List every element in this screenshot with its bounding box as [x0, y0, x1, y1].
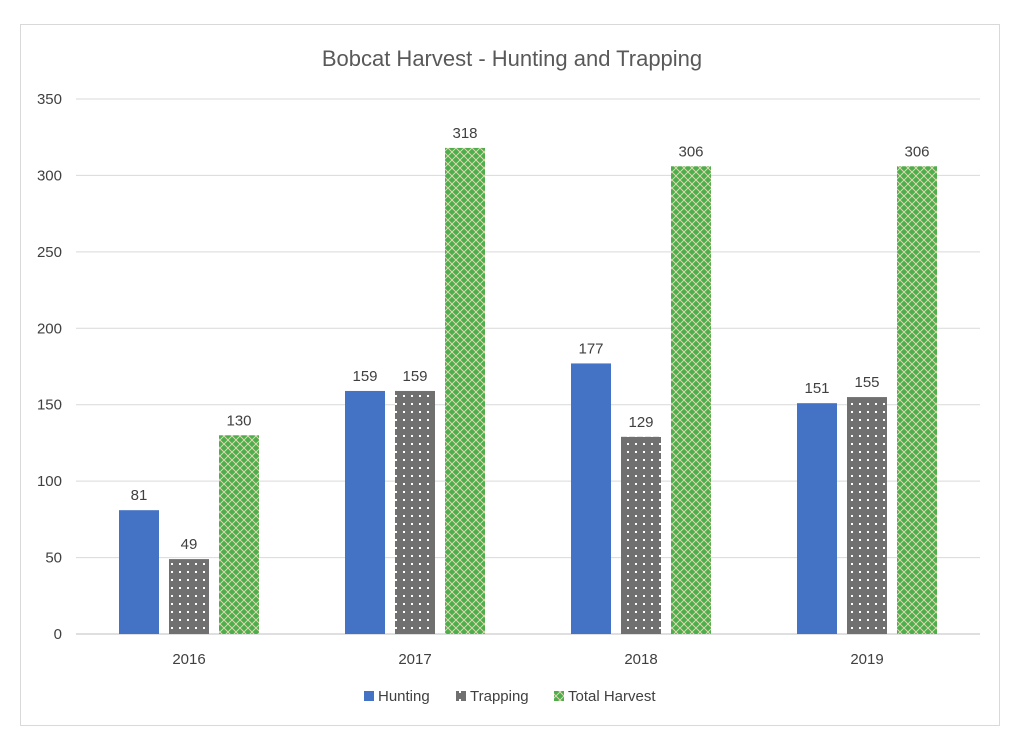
x-tick-label: 2018 [624, 651, 657, 668]
data-label: 130 [226, 412, 251, 429]
data-label: 159 [352, 368, 377, 385]
bar-hunting-2017 [345, 390, 385, 634]
legend[interactable]: Hunting Trapping Total Harvest [364, 688, 656, 705]
data-label: 49 [181, 536, 198, 553]
bar-trapping-2016 [169, 559, 209, 634]
legend-label: Hunting [378, 688, 430, 705]
y-tick-label: 250 [37, 244, 62, 261]
legend-item-hunting[interactable]: Hunting [364, 688, 430, 705]
bar-total-harvest-2017 [445, 147, 485, 634]
x-tick-label: 2017 [398, 651, 431, 668]
legend-swatch [364, 691, 374, 701]
data-labels: 81 49 130 159 159 318 177 129 306 151 155 306 [131, 125, 930, 553]
data-label: 177 [578, 340, 603, 357]
y-tick-label: 0 [54, 626, 62, 643]
bar-total-harvest-2016 [219, 435, 259, 634]
x-tick-label: 2016 [172, 651, 205, 668]
y-tick-label: 300 [37, 167, 62, 184]
data-label: 306 [904, 143, 929, 160]
bar-hunting-2019 [797, 403, 837, 634]
bar-trapping-2019 [847, 397, 887, 634]
data-label: 318 [452, 125, 477, 142]
legend-label: Trapping [470, 688, 529, 705]
bar-hunting-2018 [571, 363, 611, 634]
data-label: 155 [854, 374, 879, 391]
data-label: 159 [402, 368, 427, 385]
y-tick-label: 50 [45, 550, 62, 567]
bars [119, 147, 937, 634]
y-tick-label: 350 [37, 91, 62, 108]
y-tick-label: 100 [37, 473, 62, 490]
y-axis-ticks: 0 50 100 150 200 250 300 350 [37, 91, 62, 643]
legend-item-trapping[interactable]: Trapping [456, 688, 529, 705]
bar-trapping-2018 [621, 436, 661, 634]
x-axis-ticks: 2016 2017 2018 2019 [172, 651, 883, 668]
data-label: 306 [678, 143, 703, 160]
data-label: 129 [628, 414, 653, 431]
data-label: 81 [131, 487, 148, 504]
bar-trapping-2017 [395, 390, 435, 634]
bar-hunting-2016 [119, 510, 159, 634]
y-tick-label: 150 [37, 397, 62, 414]
legend-swatch [456, 691, 466, 701]
x-tick-label: 2019 [850, 651, 883, 668]
bar-total-harvest-2018 [671, 166, 711, 634]
legend-label: Total Harvest [568, 688, 656, 705]
chart-title: Bobcat Harvest - Hunting and Trapping [322, 46, 702, 71]
legend-item-total-harvest[interactable]: Total Harvest [554, 688, 656, 705]
bar-total-harvest-2019 [897, 166, 937, 634]
data-label: 151 [804, 380, 829, 397]
legend-swatch [554, 691, 564, 701]
gridlines [76, 98, 980, 635]
y-tick-label: 200 [37, 320, 62, 337]
